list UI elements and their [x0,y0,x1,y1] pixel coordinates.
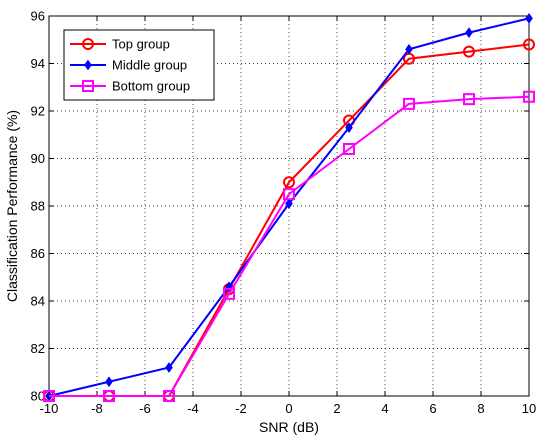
legend-middle-group-marker [84,59,92,71]
x-tick-label: -10 [40,401,59,416]
y-tick-label: 92 [31,104,45,119]
top-group-marker [283,176,295,189]
series-group [43,13,535,402]
legend-label-bottom-group: Bottom group [112,79,190,94]
bottom-group-marker [223,287,235,300]
legend-bottom-group-marker [82,80,94,92]
bottom-group-marker [43,390,55,402]
bottom-group-marker [283,188,295,201]
series-middle-group [45,13,533,402]
x-tick-label: 8 [477,401,484,416]
bottom-group-marker [523,90,535,103]
x-tick-label: 2 [333,401,340,416]
x-tick-label: 10 [522,401,536,416]
x-tick-label: 6 [429,401,436,416]
x-tick-label: -2 [235,401,247,416]
bottom-group-line [49,95,530,397]
x-tick-label: -6 [139,401,151,416]
bottom-group-marker [343,143,355,155]
middle-group-marker [165,362,173,373]
y-tick-label: 90 [31,151,45,166]
x-axis-label: SNR (dB) [259,419,319,435]
y-tick-label: 84 [31,294,45,309]
legend: Top group Middle group Bottom group [63,29,215,101]
y-tick-label: 96 [31,9,45,24]
grid [49,16,529,396]
legend-item-top-group: Top group [70,37,170,52]
series-bottom-group [43,90,535,402]
y-tick-label: 86 [31,246,45,261]
bottom-group-marker [163,390,175,402]
top-group-marker [523,38,535,51]
x-tick-label: -4 [187,401,199,416]
bottom-group-marker [403,97,415,110]
middle-group-marker [525,13,533,24]
bottom-group-marker [103,390,115,402]
y-tick-label: 82 [31,341,45,356]
legend-item-middle-group: Middle group [70,58,187,73]
y-tick-label: 80 [31,389,45,404]
y-tick-label: 94 [31,56,45,71]
y-axis-label: Classification Performance (%) [4,110,20,302]
legend-label-middle-group: Middle group [112,58,187,73]
legend-top-group-marker [82,38,94,50]
bottom-group-marker [463,93,475,106]
x-tick-label: 0 [285,401,292,416]
middle-group-marker [465,27,473,38]
x-tick-label: -8 [91,401,103,416]
middle-group-marker [225,281,233,293]
middle-group-marker [405,43,413,55]
middle-group-marker [285,198,293,209]
legend-label-top-group: Top group [112,37,170,52]
middle-group-marker [345,122,353,133]
top-group-marker [463,45,475,58]
x-tick-label: 4 [381,401,388,416]
middle-group-marker [105,376,113,388]
y-tick-label: 88 [31,199,45,214]
legend-item-bottom-group: Bottom group [70,79,190,94]
ticks: -10 -8 -6 -4 -2 0 2 4 6 8 10 80 82 84 86 88 90 92 94 96 [31,9,537,417]
